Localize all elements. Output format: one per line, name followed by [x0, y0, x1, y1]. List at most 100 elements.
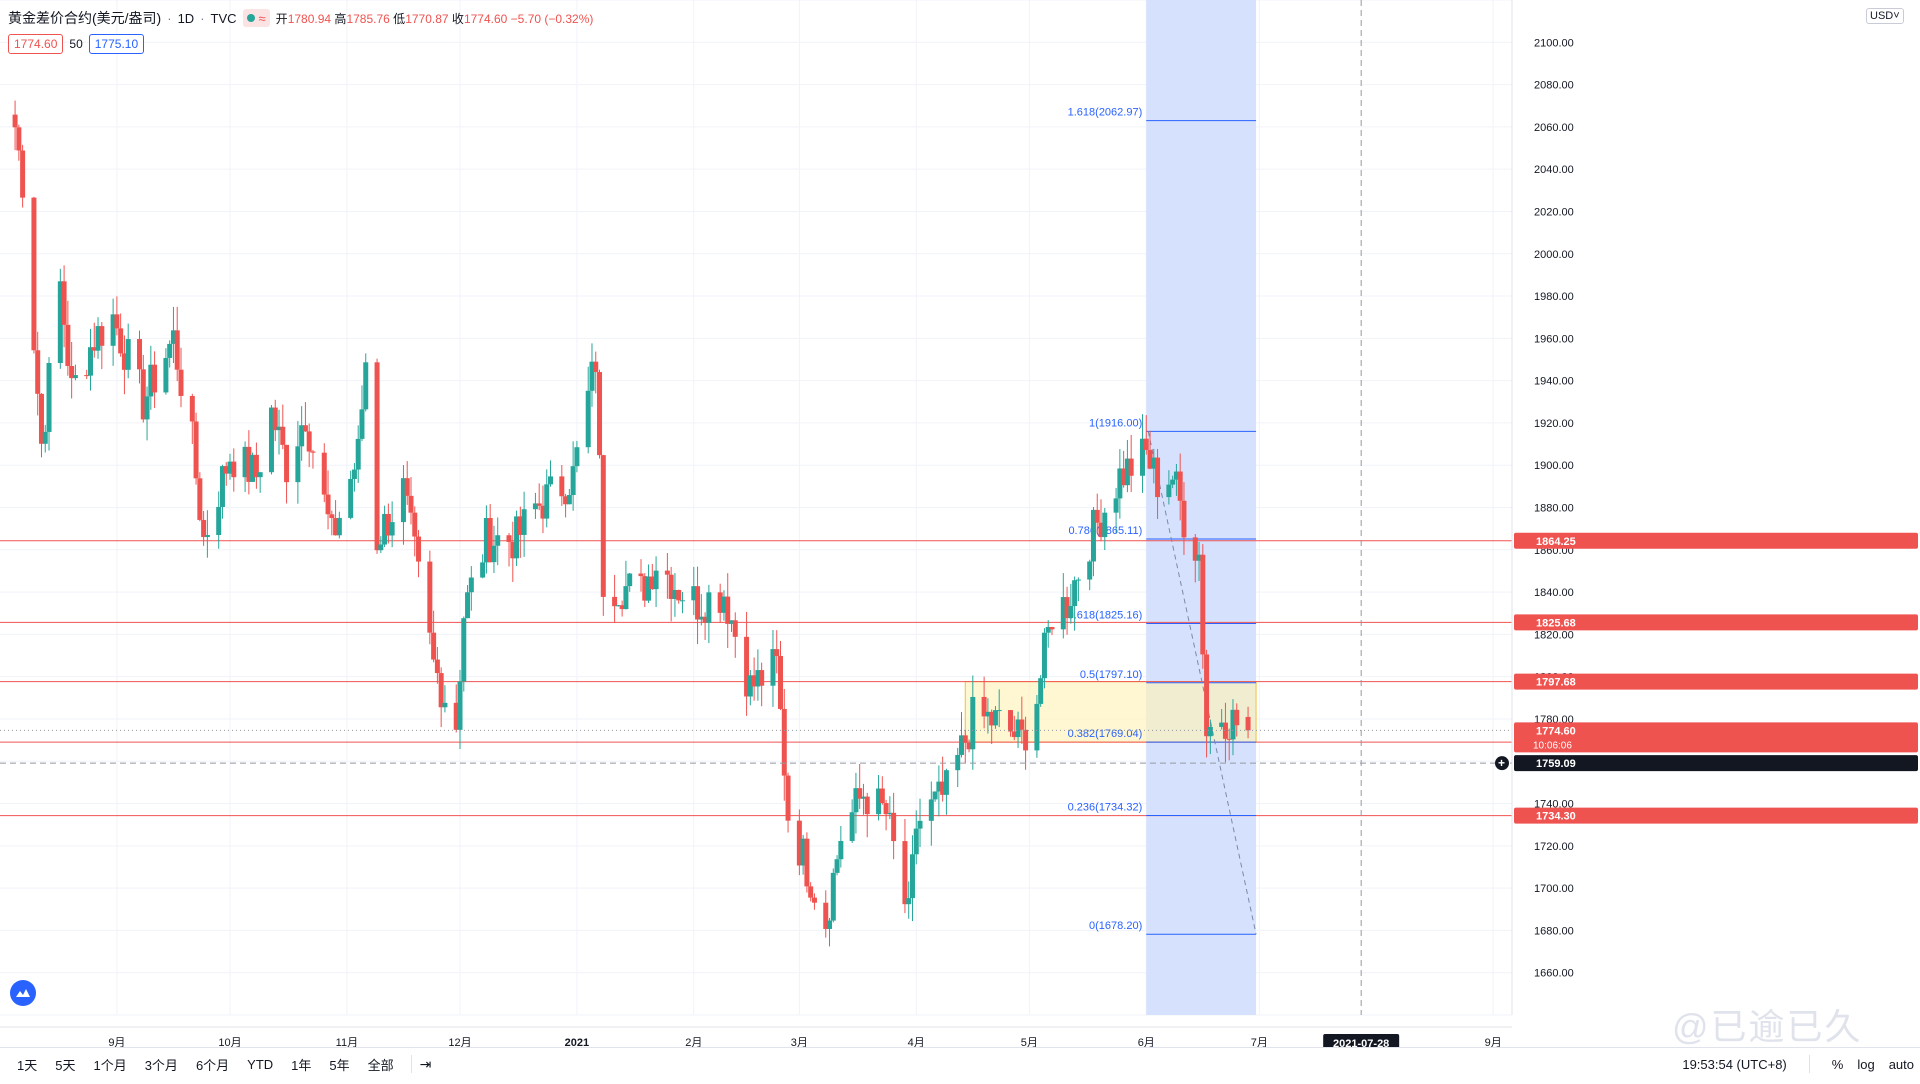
candle-body[interactable]	[400, 478, 406, 523]
candle-body[interactable]	[1038, 678, 1044, 704]
candle-body[interactable]	[427, 561, 433, 633]
candle-body[interactable]	[1170, 479, 1176, 485]
candle-body[interactable]	[876, 788, 882, 815]
candle-body[interactable]	[355, 438, 361, 470]
candle-body[interactable]	[242, 446, 248, 478]
currency-dropdown[interactable]: USD˅	[1866, 8, 1904, 24]
percent-toggle[interactable]: %	[1831, 1056, 1844, 1072]
candle-body[interactable]	[804, 838, 810, 887]
candle-body[interactable]	[310, 451, 316, 453]
range-button[interactable]: 5天	[55, 1057, 76, 1073]
candle-body[interactable]	[732, 620, 738, 637]
candle-body[interactable]	[268, 407, 274, 473]
candle-body[interactable]	[1151, 457, 1157, 469]
candle-body[interactable]	[363, 362, 369, 410]
candle-body[interactable]	[114, 314, 120, 329]
candle-body[interactable]	[1019, 719, 1025, 730]
candle-body[interactable]	[1204, 654, 1210, 737]
candle-body[interactable]	[69, 365, 75, 379]
candle-body[interactable]	[566, 495, 572, 505]
candle-body[interactable]	[1166, 484, 1172, 498]
candle-body[interactable]	[932, 791, 938, 800]
bid-button[interactable]: 1774.60	[8, 34, 64, 54]
candle-body[interactable]	[1098, 522, 1104, 538]
auto-toggle[interactable]: auto	[1888, 1056, 1914, 1072]
candle-body[interactable]	[902, 841, 908, 905]
candle-body[interactable]	[936, 781, 942, 792]
candle-body[interactable]	[457, 681, 463, 730]
candle-body[interactable]	[152, 364, 158, 393]
candle-body[interactable]	[996, 710, 1002, 712]
candle-body[interactable]	[1008, 710, 1014, 732]
candle-body[interactable]	[646, 576, 652, 601]
candle-body[interactable]	[416, 536, 422, 562]
range-button[interactable]: YTD	[247, 1056, 274, 1072]
candle-body[interactable]	[404, 478, 410, 496]
log-toggle[interactable]: log	[1857, 1056, 1875, 1072]
candle-body[interactable]	[928, 799, 934, 821]
candle-body[interactable]	[672, 589, 678, 599]
candle-body[interactable]	[246, 446, 252, 482]
candle-body[interactable]	[958, 735, 964, 755]
candle-body[interactable]	[642, 576, 648, 601]
candle-body[interactable]	[887, 812, 893, 815]
candle-body[interactable]	[121, 353, 127, 370]
candle-body[interactable]	[174, 330, 180, 370]
candle-body[interactable]	[698, 616, 704, 620]
candle-body[interactable]	[521, 509, 527, 535]
candle-body[interactable]	[1087, 561, 1093, 580]
tradingview-logo-icon[interactable]	[10, 980, 36, 1006]
candle-body[interactable]	[981, 696, 987, 717]
candle-body[interactable]	[721, 596, 727, 613]
candle-body[interactable]	[774, 649, 780, 657]
candle-body[interactable]	[909, 854, 915, 899]
candle-body[interactable]	[480, 562, 486, 578]
candle-body[interactable]	[612, 596, 618, 607]
candle-body[interactable]	[465, 592, 471, 619]
fib-time-zone[interactable]	[1146, 0, 1257, 1015]
candle-body[interactable]	[823, 902, 829, 929]
candle-body[interactable]	[434, 659, 440, 674]
candle-body[interactable]	[1102, 512, 1108, 538]
candle-body[interactable]	[250, 454, 256, 482]
candle-body[interactable]	[778, 656, 784, 709]
candle-body[interactable]	[1222, 722, 1228, 739]
candle-body[interactable]	[943, 770, 949, 795]
candle-body[interactable]	[1196, 554, 1202, 561]
candle-body[interactable]	[879, 788, 885, 804]
candle-body[interactable]	[329, 514, 335, 519]
candle-body[interactable]	[483, 517, 489, 563]
candle-body[interactable]	[1064, 597, 1070, 619]
candle-body[interactable]	[170, 330, 176, 344]
candle-body[interactable]	[167, 343, 173, 358]
candle-body[interactable]	[883, 803, 889, 815]
candle-body[interactable]	[834, 859, 840, 873]
candle-body[interactable]	[1124, 458, 1130, 486]
candle-body[interactable]	[1041, 632, 1047, 679]
candle-body[interactable]	[1200, 554, 1206, 655]
candle-body[interactable]	[857, 788, 863, 799]
candle-body[interactable]	[1192, 537, 1198, 561]
candle-body[interactable]	[615, 605, 621, 607]
candle-body[interactable]	[453, 702, 459, 730]
candle-body[interactable]	[563, 496, 569, 505]
candle-body[interactable]	[231, 461, 237, 478]
candle-body[interactable]	[87, 347, 93, 376]
candle-body[interactable]	[913, 828, 919, 855]
candle-body[interactable]	[1060, 597, 1066, 630]
candle-body[interactable]	[585, 390, 591, 448]
candle-body[interactable]	[1143, 438, 1149, 451]
candle-body[interactable]	[204, 535, 210, 538]
range-button[interactable]: 6个月	[195, 1057, 230, 1073]
candle-body[interactable]	[110, 314, 116, 346]
candle-body[interactable]	[38, 393, 44, 444]
candle-body[interactable]	[1128, 458, 1134, 476]
candle-body[interactable]	[574, 447, 580, 467]
candle-body[interactable]	[144, 396, 150, 420]
candle-body[interactable]	[84, 375, 90, 377]
candle-body[interactable]	[461, 618, 467, 682]
candle-body[interactable]	[359, 409, 365, 439]
goto-date-icon[interactable]: ⇥	[419, 1055, 432, 1072]
interval-label[interactable]: 1D	[177, 10, 195, 26]
candle-body[interactable]	[966, 742, 972, 750]
